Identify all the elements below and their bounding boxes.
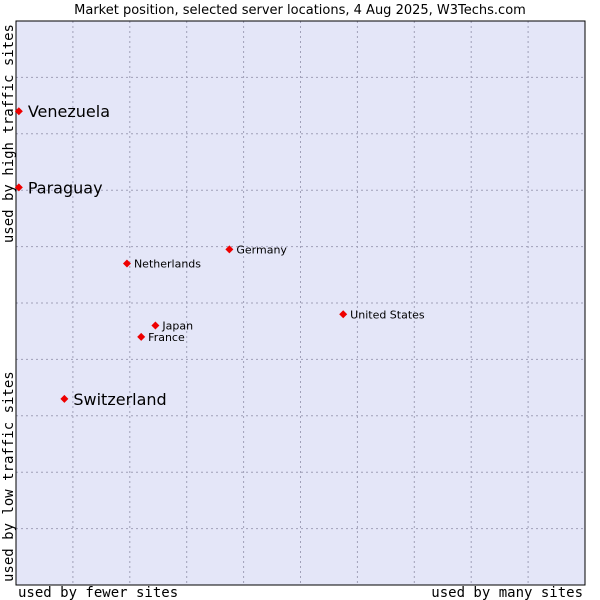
- label-paraguay: Paraguay: [28, 178, 103, 197]
- x-axis-label-left: used by fewer sites: [18, 585, 178, 600]
- label-japan: Japan: [161, 320, 193, 333]
- x-axis-label-right: used by many sites: [431, 585, 583, 600]
- label-germany: Germany: [236, 243, 287, 256]
- point-venezuela: Venezuela: [14, 102, 110, 121]
- data-points: Venezuela Paraguay Germany Netherlands Unite…: [14, 102, 425, 409]
- label-france: France: [148, 331, 185, 344]
- label-venezuela: Venezuela: [28, 102, 110, 121]
- grid-lines: [16, 21, 585, 585]
- point-france: France: [137, 331, 185, 344]
- chart-title: Market position, selected server locatio…: [74, 3, 526, 18]
- marker-venezuela: [14, 107, 23, 116]
- marker-japan: [151, 321, 160, 330]
- label-switzerland: Switzerland: [73, 390, 166, 409]
- label-netherlands: Netherlands: [134, 258, 201, 271]
- y-axis-label-bottom: used by low traffic sites: [1, 371, 17, 582]
- marker-netherlands: [122, 259, 131, 268]
- point-germany: Germany: [225, 243, 287, 256]
- marker-switzerland: [60, 394, 69, 403]
- point-netherlands: Netherlands: [122, 258, 201, 271]
- plot-border: [15, 20, 586, 586]
- marker-paraguay: [14, 183, 23, 192]
- point-united-states: United States: [339, 308, 425, 321]
- label-united-states: United States: [350, 308, 425, 321]
- marker-united-states: [339, 310, 348, 319]
- point-switzerland: Switzerland: [60, 390, 167, 409]
- point-japan: Japan: [151, 320, 193, 333]
- marker-germany: [225, 245, 234, 254]
- point-paraguay: Paraguay: [14, 178, 103, 197]
- y-axis-label-top: used by high traffic sites: [1, 24, 17, 243]
- marker-france: [137, 332, 146, 341]
